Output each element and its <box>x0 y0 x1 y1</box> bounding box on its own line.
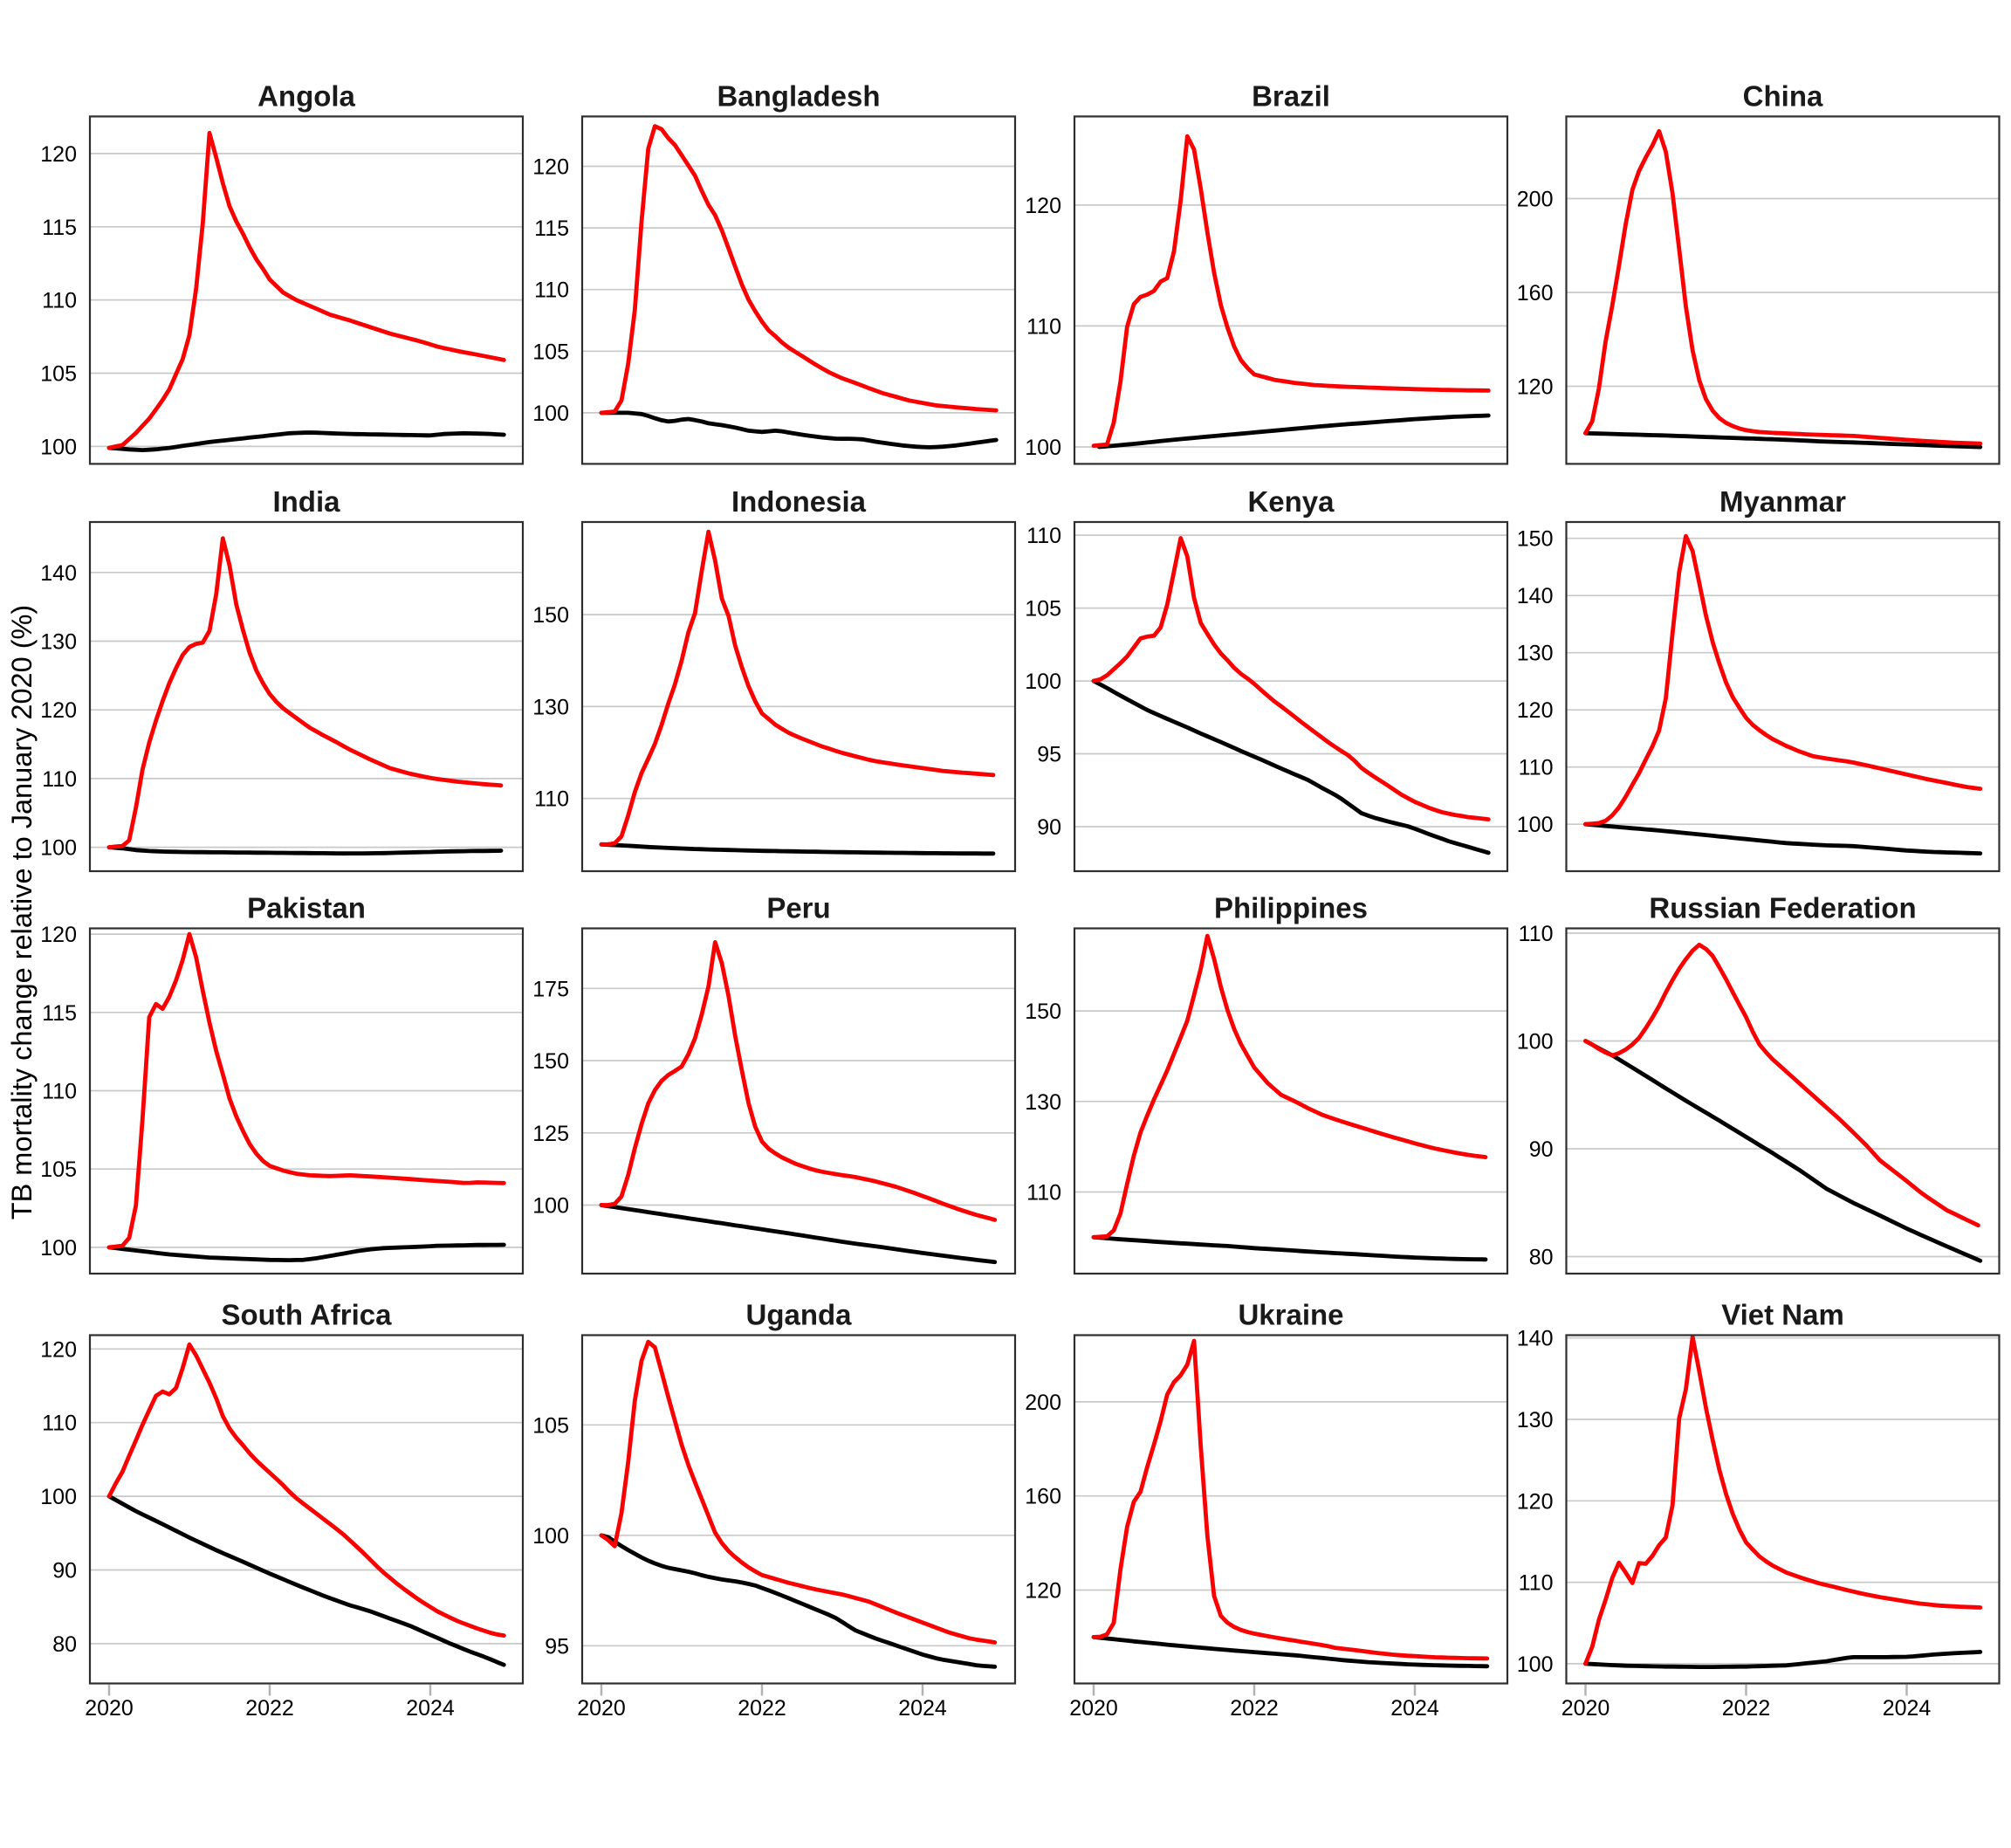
svg-text:105: 105 <box>1025 597 1061 622</box>
svg-text:115: 115 <box>534 216 569 241</box>
svg-text:160: 160 <box>1517 281 1554 306</box>
svg-text:115: 115 <box>42 216 77 240</box>
svg-text:Myanmar: Myanmar <box>1719 485 1846 518</box>
svg-text:Viet Nam: Viet Nam <box>1721 1299 1844 1331</box>
svg-text:90: 90 <box>1529 1137 1554 1162</box>
svg-text:2020: 2020 <box>1069 1696 1118 1721</box>
svg-text:150: 150 <box>532 603 569 628</box>
svg-text:105: 105 <box>532 340 569 364</box>
svg-text:2024: 2024 <box>1390 1696 1439 1721</box>
svg-text:110: 110 <box>1519 756 1554 780</box>
svg-text:2022: 2022 <box>1722 1696 1771 1721</box>
svg-text:140: 140 <box>1517 584 1554 608</box>
svg-text:2020: 2020 <box>85 1696 134 1721</box>
svg-text:90: 90 <box>52 1559 77 1584</box>
svg-text:95: 95 <box>1037 743 1061 767</box>
svg-text:90: 90 <box>1037 815 1061 840</box>
svg-text:110: 110 <box>1519 922 1554 946</box>
svg-text:Philippines: Philippines <box>1214 892 1368 924</box>
svg-text:120: 120 <box>1025 1579 1061 1604</box>
svg-text:160: 160 <box>1025 1485 1061 1509</box>
svg-text:2022: 2022 <box>738 1696 786 1721</box>
svg-text:120: 120 <box>1517 1489 1554 1514</box>
svg-text:120: 120 <box>40 923 77 947</box>
svg-text:Peru: Peru <box>766 892 830 924</box>
svg-text:110: 110 <box>534 278 569 303</box>
svg-text:140: 140 <box>40 561 77 586</box>
svg-text:175: 175 <box>532 977 569 1001</box>
svg-text:100: 100 <box>40 1236 77 1261</box>
svg-text:100: 100 <box>1517 1030 1554 1055</box>
svg-text:150: 150 <box>532 1049 569 1074</box>
svg-text:80: 80 <box>52 1632 77 1657</box>
svg-text:100: 100 <box>40 1485 77 1509</box>
svg-text:South Africa: South Africa <box>222 1299 393 1331</box>
svg-text:120: 120 <box>1517 698 1554 723</box>
svg-text:200: 200 <box>1517 188 1554 212</box>
svg-text:2024: 2024 <box>406 1696 455 1721</box>
svg-text:120: 120 <box>40 698 77 723</box>
svg-text:130: 130 <box>1517 642 1554 666</box>
svg-text:China: China <box>1743 79 1823 112</box>
svg-text:100: 100 <box>40 435 77 459</box>
svg-text:110: 110 <box>534 787 569 812</box>
svg-text:110: 110 <box>42 289 77 313</box>
svg-text:2020: 2020 <box>577 1696 626 1721</box>
svg-text:100: 100 <box>532 1524 569 1549</box>
svg-text:Ukraine: Ukraine <box>1238 1299 1343 1331</box>
svg-text:120: 120 <box>40 1337 77 1362</box>
svg-text:80: 80 <box>1529 1246 1554 1270</box>
svg-text:105: 105 <box>40 1158 77 1182</box>
svg-text:140: 140 <box>1517 1327 1554 1351</box>
svg-text:Kenya: Kenya <box>1247 485 1335 518</box>
svg-text:110: 110 <box>1026 314 1061 339</box>
svg-text:125: 125 <box>532 1122 569 1146</box>
svg-text:100: 100 <box>1025 436 1061 460</box>
svg-text:100: 100 <box>1517 813 1554 837</box>
svg-text:100: 100 <box>532 402 569 426</box>
svg-text:Brazil: Brazil <box>1252 79 1330 112</box>
svg-text:India: India <box>272 485 340 518</box>
svg-text:150: 150 <box>1517 527 1554 552</box>
svg-text:Uganda: Uganda <box>745 1299 852 1331</box>
svg-text:120: 120 <box>1517 375 1554 400</box>
svg-text:Angola: Angola <box>257 79 355 112</box>
svg-text:2022: 2022 <box>245 1696 294 1721</box>
svg-text:Bangladesh: Bangladesh <box>717 79 880 112</box>
svg-text:130: 130 <box>40 630 77 655</box>
svg-text:105: 105 <box>40 362 77 387</box>
svg-text:100: 100 <box>1517 1652 1554 1677</box>
svg-text:150: 150 <box>1025 1000 1061 1024</box>
svg-text:130: 130 <box>1517 1408 1554 1432</box>
svg-text:Pakistan: Pakistan <box>247 892 366 924</box>
svg-text:110: 110 <box>42 1412 77 1436</box>
svg-text:TB mortality change relative t: TB mortality change relative to January … <box>6 605 38 1220</box>
svg-text:100: 100 <box>532 1194 569 1219</box>
svg-text:2024: 2024 <box>1883 1696 1932 1721</box>
svg-text:110: 110 <box>42 767 77 792</box>
svg-text:200: 200 <box>1025 1391 1061 1415</box>
svg-text:120: 120 <box>1025 194 1061 218</box>
svg-text:95: 95 <box>545 1634 569 1659</box>
svg-text:110: 110 <box>1026 524 1061 548</box>
svg-text:110: 110 <box>1519 1571 1554 1596</box>
svg-text:2022: 2022 <box>1230 1696 1279 1721</box>
svg-text:2020: 2020 <box>1561 1696 1610 1721</box>
svg-text:120: 120 <box>40 142 77 167</box>
svg-text:Russian Federation: Russian Federation <box>1649 892 1916 924</box>
svg-text:110: 110 <box>42 1080 77 1104</box>
svg-text:105: 105 <box>532 1413 569 1438</box>
svg-text:130: 130 <box>532 695 569 719</box>
svg-text:100: 100 <box>1025 670 1061 694</box>
svg-text:100: 100 <box>40 836 77 861</box>
svg-text:110: 110 <box>1026 1181 1061 1206</box>
svg-text:Indonesia: Indonesia <box>731 485 867 518</box>
svg-text:115: 115 <box>42 1001 77 1026</box>
svg-text:120: 120 <box>532 155 569 180</box>
svg-text:2024: 2024 <box>898 1696 947 1721</box>
svg-text:130: 130 <box>1025 1090 1061 1115</box>
